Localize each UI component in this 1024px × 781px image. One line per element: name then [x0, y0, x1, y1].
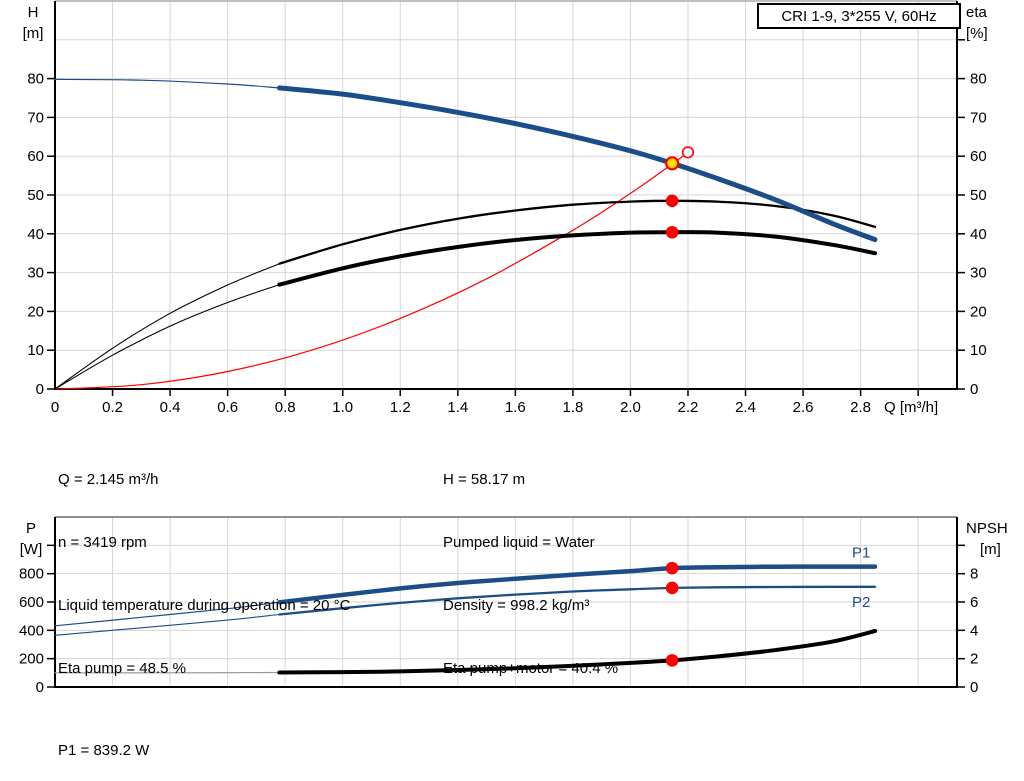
- y-left-tick-label: 600: [19, 594, 44, 611]
- eta-pump-motor-curve: [277, 230, 877, 287]
- x-tick-label: 2.8: [850, 399, 871, 416]
- p2-curve: [278, 585, 877, 616]
- x-tick-label: 0.8: [275, 399, 296, 416]
- y-left-tick-label: 40: [27, 226, 44, 243]
- info-line-eta-pump-motor: Eta pump+motor = 40.4 %: [443, 660, 619, 677]
- npsh-point: [665, 654, 679, 667]
- y-left-tick-label: 60: [27, 148, 44, 165]
- y-left-tick-label: 20: [27, 303, 44, 320]
- info-line-liquid-temp: Liquid temperature during operation = 20…: [58, 597, 351, 614]
- y-right-tick-label: 50: [970, 187, 987, 204]
- x-axis-unit-label: Q [m³/h]: [884, 399, 938, 416]
- x-tick-label: 1.4: [447, 399, 468, 416]
- y-left-tick-label: 30: [27, 265, 44, 282]
- duty-point[interactable]: [665, 156, 680, 171]
- p1-curve-label: P1: [852, 545, 870, 562]
- h-curve-thin: [54, 78, 280, 89]
- y-right-axis-unit-label: [m]: [980, 541, 1001, 558]
- x-tick-label: 1.0: [332, 399, 353, 416]
- eta-pump-motor-curve-thin: [54, 284, 280, 390]
- y-left-tick-label: 10: [27, 342, 44, 359]
- eta-pump-point: [665, 194, 679, 208]
- info-line-p1: P1 = 839.2 W: [58, 742, 150, 759]
- info-line-q: Q = 2.145 m³/h: [58, 471, 159, 488]
- p2-point: [665, 581, 679, 595]
- x-tick-label: 0.2: [102, 399, 123, 416]
- y-right-tick-label: 60: [970, 148, 987, 165]
- y-right-tick-label: 10: [970, 342, 987, 359]
- y-left-tick-label: 80: [27, 71, 44, 88]
- p1-point: [665, 561, 679, 575]
- info-line-density: Density = 998.2 kg/m³: [443, 597, 590, 614]
- p2-curve-thin: [54, 613, 280, 636]
- y-right-tick-label: 8: [970, 566, 978, 583]
- npsh-curve: [277, 629, 877, 675]
- eta-pump-motor-point: [665, 225, 679, 239]
- p2-curve-label: P2: [852, 594, 870, 611]
- y-right-tick-label: 70: [970, 109, 987, 126]
- x-tick-label: 1.6: [505, 399, 526, 416]
- x-tick-label: 0.4: [160, 399, 181, 416]
- y-right-tick-label: 0: [970, 381, 978, 398]
- power-info-block: P1 = 839.2 W P2 = 699.2 W NPSH = 1.88 m: [58, 698, 163, 781]
- eta-pump-curve-thin: [54, 263, 280, 390]
- y-left-axis-unit-label: P: [26, 520, 36, 537]
- power-npsh-chart: 0 200 400 600 800 0 2 4 6 8 P [W] NPSH [m] P2 P1: [19, 516, 1008, 696]
- y-right-tick-label: 6: [970, 594, 978, 611]
- y-left-axis-unit-label: [W]: [20, 541, 43, 558]
- y-right-axis-unit-label: [%]: [966, 25, 988, 42]
- y-left-axis-unit-label: H: [28, 4, 39, 21]
- system-curve: [54, 151, 689, 390]
- y-right-tick-label: 40: [970, 226, 987, 243]
- y-left-tick-label: 200: [19, 651, 44, 668]
- y-left-tick-label: 0: [36, 381, 44, 398]
- p1-curve: [277, 564, 878, 605]
- duty-info-right: H = 58.17 m Pumped liquid = Water Densit…: [443, 427, 618, 721]
- x-tick-label: 1.8: [562, 399, 583, 416]
- requested-duty-point: [681, 146, 695, 159]
- pump-title-box: CRI 1-9, 3*255 V, 60Hz: [757, 3, 961, 29]
- info-line-pumped-liquid: Pumped liquid = Water: [443, 534, 595, 551]
- qh-eta-chart: 0 10 20 30 40 50 60 70 80 0 10 20 30 40 50 60 70 80 0 0.2 0.…: [23, 0, 988, 416]
- y-right-tick-label: 2: [970, 651, 978, 668]
- y-left-axis-unit-label: [m]: [23, 25, 44, 42]
- duty-info-left: Q = 2.145 m³/h n = 3419 rpm Liquid tempe…: [58, 427, 350, 721]
- x-tick-label: 0: [51, 399, 59, 416]
- h-curve: [276, 85, 878, 243]
- y-left-tick-label: 50: [27, 187, 44, 204]
- y-left-tick-label: 400: [19, 622, 44, 639]
- eta-pump-curve: [278, 199, 877, 265]
- info-line-speed: n = 3419 rpm: [58, 534, 147, 551]
- y-right-tick-label: 0: [970, 679, 978, 696]
- y-right-tick-label: 4: [970, 622, 978, 639]
- y-right-tick-label: 30: [970, 265, 987, 282]
- y-right-tick-label: 20: [970, 303, 987, 320]
- info-line-eta-pump: Eta pump = 48.5 %: [58, 660, 186, 677]
- y-left-tick-label: 800: [19, 566, 44, 583]
- x-tick-label: 2.4: [735, 399, 756, 416]
- y-left-tick-label: 0: [36, 679, 44, 696]
- y-right-axis-unit-label: eta: [966, 4, 988, 21]
- x-tick-label: 1.2: [390, 399, 411, 416]
- y-right-axis-unit-label: NPSH: [966, 520, 1008, 537]
- p1-curve-thin: [54, 601, 280, 627]
- y-right-tick-label: 80: [970, 71, 987, 88]
- pump-title: CRI 1-9, 3*255 V, 60Hz: [781, 7, 937, 25]
- y-left-tick-label: 70: [27, 109, 44, 126]
- x-tick-label: 2.0: [620, 399, 641, 416]
- x-tick-label: 0.6: [217, 399, 238, 416]
- info-line-head: H = 58.17 m: [443, 471, 526, 488]
- x-tick-label: 2.6: [793, 399, 814, 416]
- x-tick-label: 2.2: [678, 399, 699, 416]
